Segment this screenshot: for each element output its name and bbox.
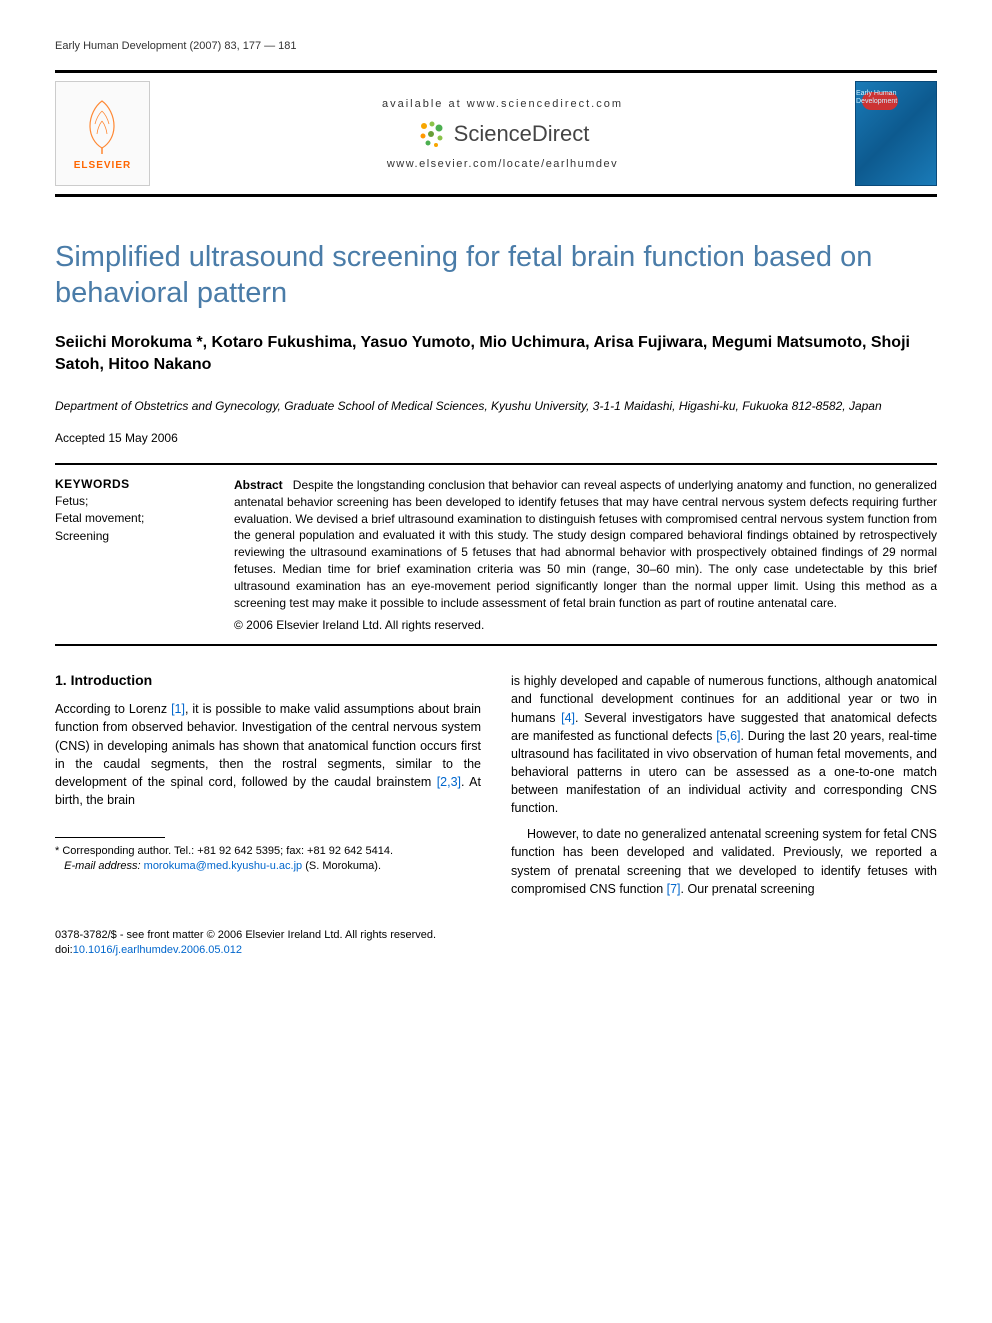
intro-para-left: According to Lorenz [1], it is possible … [55,700,481,809]
rule-bottom [55,644,937,646]
authors: Seiichi Morokuma *, Kotaro Fukushima, Ya… [55,332,937,377]
doi-line: doi:10.1016/j.earlhumdev.2006.05.012 [55,943,937,958]
sciencedirect-icon [416,118,448,150]
abstract-body: Despite the longstanding conclusion that… [234,478,937,610]
text-run: . Our prenatal screening [681,882,815,896]
intro-para-right-1: is highly developed and capable of numer… [511,672,937,817]
body-columns: 1. Introduction According to Lorenz [1],… [55,672,937,906]
email-link[interactable]: morokuma@med.kyushu-u.ac.jp [144,860,303,872]
article-title: Simplified ultrasound screening for feta… [55,239,937,312]
abstract-copyright: © 2006 Elsevier Ireland Ltd. All rights … [234,617,937,634]
running-head: Early Human Development (2007) 83, 177 —… [55,40,937,52]
left-column: 1. Introduction According to Lorenz [1],… [55,672,481,906]
intro-para-right-2: However, to date no generalized antenata… [511,825,937,898]
sciencedirect-text: ScienceDirect [454,121,590,147]
keywords-head: KEYWORDS [55,477,210,491]
elsevier-name: ELSEVIER [74,160,131,171]
affiliation: Department of Obstetrics and Gynecology,… [55,398,937,415]
cover-title: Early Human Development [856,90,930,105]
journal-url: www.elsevier.com/locate/earlhumdev [387,158,618,170]
elsevier-tree-icon [75,96,130,156]
right-column: is highly developed and capable of numer… [511,672,937,906]
journal-header: ELSEVIER available at www.sciencedirect.… [55,70,937,197]
email-label: E-mail address: [64,860,143,872]
abstract-text: Abstract Despite the longstanding conclu… [234,477,937,634]
elsevier-logo: ELSEVIER [55,81,150,186]
ref-link-1[interactable]: [1] [171,702,185,716]
section-1-head: 1. Introduction [55,672,481,688]
available-at: available at www.sciencedirect.com [382,98,623,110]
email-footnote: E-mail address: morokuma@med.kyushu-u.ac… [55,859,481,874]
ref-link-56[interactable]: [5,6] [716,729,740,743]
abstract-label: Abstract [234,478,283,492]
doi-link[interactable]: 10.1016/j.earlhumdev.2006.05.012 [73,944,242,956]
text-run: According to Lorenz [55,702,171,716]
abstract-block: KEYWORDS Fetus; Fetal movement; Screenin… [55,465,937,644]
journal-cover: Early Human Development [855,81,937,186]
header-center: available at www.sciencedirect.com Scien… [168,98,837,170]
footnote-rule [55,837,165,838]
keywords-box: KEYWORDS Fetus; Fetal movement; Screenin… [55,477,210,634]
corresponding-footnote: * Corresponding author. Tel.: +81 92 642… [55,844,481,859]
sciencedirect-logo: ScienceDirect [416,118,590,150]
ref-link-23[interactable]: [2,3] [437,775,461,789]
ref-link-7[interactable]: [7] [667,882,681,896]
bottom-block: 0378-3782/$ - see front matter © 2006 El… [55,928,937,959]
accepted-date: Accepted 15 May 2006 [55,431,937,445]
keywords-list: Fetus; Fetal movement; Screening [55,493,210,545]
email-suffix: (S. Morokuma). [302,860,381,872]
front-matter-line: 0378-3782/$ - see front matter © 2006 El… [55,928,937,943]
ref-link-4[interactable]: [4] [561,711,575,725]
doi-label: doi: [55,944,73,956]
